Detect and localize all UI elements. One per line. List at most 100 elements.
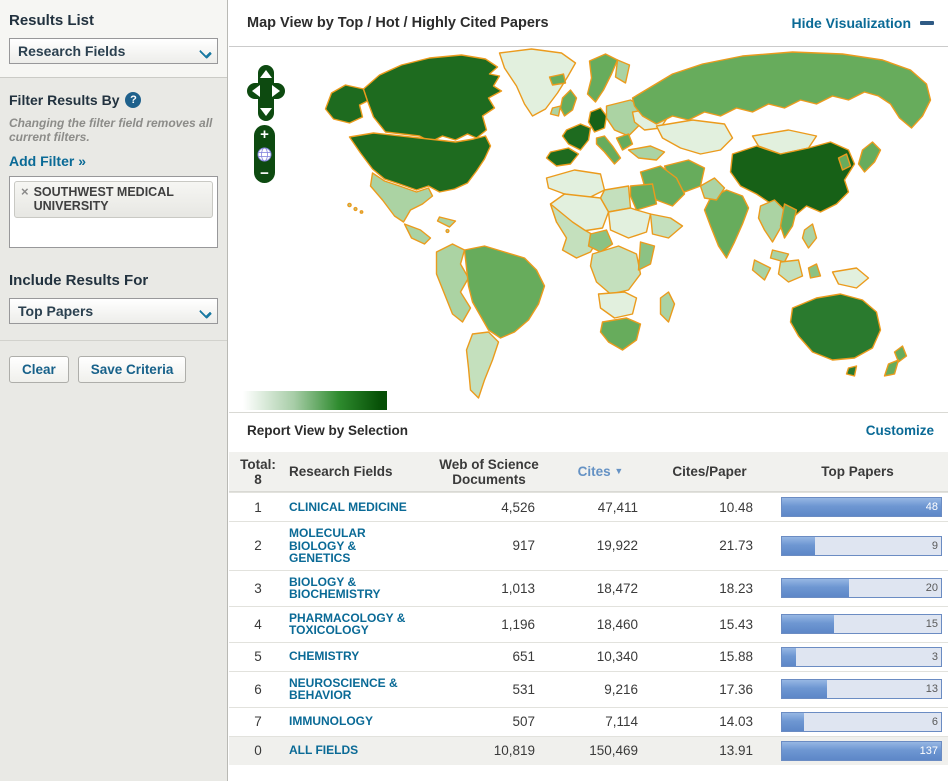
rank-cell: 7: [254, 714, 262, 729]
top-papers-value: 137: [919, 744, 938, 757]
report-table: Total: 8 Research Fields Web of Science D…: [229, 452, 948, 765]
cites-per-paper-cell: 21.73: [719, 538, 753, 554]
col-total: Total: 8: [240, 456, 276, 487]
sidebar: Results List Research Fields Filter Resu…: [0, 0, 228, 781]
sidebar-actions: Clear Save Criteria: [0, 341, 227, 398]
top-papers-bar: 15: [781, 614, 942, 634]
table-row: 7 IMMUNOLOGY 507 7,114 14.03 6: [229, 706, 948, 736]
table-row: 2 MOLECULAR BIOLOGY & GENETICS 917 19,92…: [229, 521, 948, 570]
cites-per-paper-cell: 15.43: [719, 616, 753, 632]
sort-desc-icon: ▼: [614, 466, 624, 476]
cites-per-paper-cell: 18.23: [719, 580, 753, 596]
cites-cell: 47,411: [597, 499, 638, 515]
table-header-row: Total: 8 Research Fields Web of Science D…: [229, 452, 948, 492]
include-results-section: Include Results For Top Papers: [0, 258, 227, 341]
cites-cell: 9,216: [604, 681, 638, 697]
filter-section: Filter Results By ? Changing the filter …: [0, 78, 227, 258]
cites-cell: 7,114: [605, 714, 638, 729]
map-zoom-control[interactable]: + −: [254, 125, 275, 183]
results-list-select[interactable]: Research Fields: [9, 38, 218, 64]
help-icon[interactable]: ?: [125, 92, 142, 108]
filter-tag[interactable]: × SOUTHWEST MEDICAL UNIVERSITY: [14, 181, 213, 218]
field-link[interactable]: PHARMACOLOGY & TOXICOLOGY: [289, 610, 406, 637]
top-papers-bar: 137: [781, 740, 942, 761]
docs-cell: 507: [512, 714, 535, 729]
pan-right-icon: [272, 85, 280, 97]
zoom-out-icon[interactable]: −: [260, 165, 269, 182]
clear-button[interactable]: Clear: [9, 356, 69, 383]
col-research-fields: Research Fields: [289, 464, 393, 479]
docs-cell: 10,819: [493, 743, 535, 758]
filter-box: × SOUTHWEST MEDICAL UNIVERSITY: [9, 176, 218, 248]
field-link[interactable]: NEUROSCIENCE & BEHAVIOR: [289, 675, 398, 702]
filter-heading-row: Filter Results By ?: [9, 92, 218, 108]
pan-up-icon: [260, 70, 272, 78]
include-results-selected-value: Top Papers: [18, 303, 94, 319]
field-link[interactable]: CHEMISTRY: [289, 649, 360, 664]
field-link[interactable]: IMMUNOLOGY: [289, 714, 373, 729]
top-papers-bar: 6: [781, 711, 942, 732]
main-panel: Map View by Top / Hot / Highly Cited Pap…: [229, 0, 948, 781]
rank-cell: 0: [254, 743, 262, 758]
rank-cell: 1: [254, 499, 262, 515]
choropleth-world-map[interactable]: [229, 47, 948, 412]
map-pan-control[interactable]: [247, 65, 285, 126]
top-papers-bar: 13: [781, 679, 942, 699]
cites-per-paper-cell: 15.88: [719, 649, 753, 664]
top-papers-value: 9: [931, 539, 938, 552]
table-row: 4 PHARMACOLOGY & TOXICOLOGY 1,196 18,460…: [229, 605, 948, 642]
field-link[interactable]: BIOLOGY & BIOCHEMISTRY: [289, 574, 381, 601]
add-filter-link[interactable]: Add Filter »: [9, 153, 87, 169]
top-papers-value: 13: [925, 683, 938, 695]
map-view-title: Map View by Top / Hot / Highly Cited Pap…: [247, 15, 549, 31]
remove-filter-icon[interactable]: ×: [21, 184, 29, 199]
map-header: Map View by Top / Hot / Highly Cited Pap…: [229, 0, 948, 47]
col-top-papers: Top Papers: [821, 464, 894, 479]
top-papers-bar: 3: [781, 646, 942, 667]
field-link[interactable]: CLINICAL MEDICINE: [289, 499, 407, 514]
docs-cell: 917: [512, 538, 535, 554]
cites-per-paper-cell: 13.91: [719, 743, 753, 758]
filter-tag-label: SOUTHWEST MEDICAL UNIVERSITY: [33, 185, 174, 213]
top-papers-bar: 20: [781, 578, 942, 598]
save-criteria-button[interactable]: Save Criteria: [77, 356, 187, 383]
report-title: Report View by Selection: [247, 423, 409, 438]
globe-icon[interactable]: [257, 147, 272, 162]
chevron-down-icon: [200, 307, 210, 317]
rank-cell: 4: [254, 616, 262, 632]
report-section: Report View by Selection Customize Total…: [229, 412, 948, 765]
collapse-icon[interactable]: [920, 21, 934, 25]
map-legend-gradient: [237, 391, 387, 410]
cites-cell: 19,922: [596, 538, 638, 554]
top-papers-bar: 48: [781, 497, 942, 517]
top-papers-value: 3: [931, 650, 938, 663]
cites-cell: 150,469: [589, 743, 638, 758]
pan-left-icon: [252, 85, 260, 97]
include-results-heading: Include Results For: [9, 272, 149, 289]
table-row: 1 CLINICAL MEDICINE 4,526 47,411 10.48 4…: [229, 492, 948, 521]
map-visualization: + −: [229, 47, 948, 412]
zoom-in-icon[interactable]: +: [260, 126, 269, 143]
top-papers-value: 48: [925, 501, 938, 513]
cites-per-paper-cell: 14.03: [719, 714, 753, 729]
field-link[interactable]: MOLECULAR BIOLOGY & GENETICS: [289, 526, 366, 565]
results-list-selected-value: Research Fields: [18, 43, 126, 59]
col-cites-sorted[interactable]: Cites ▼: [577, 464, 624, 479]
field-link[interactable]: ALL FIELDS: [289, 743, 359, 758]
rank-cell: 2: [254, 538, 262, 554]
chevron-down-icon: [200, 47, 210, 57]
top-papers-value: 15: [925, 618, 938, 630]
filter-note: Changing the filter field removes all cu…: [9, 116, 213, 144]
docs-cell: 531: [512, 681, 535, 697]
table-row: 3 BIOLOGY & BIOCHEMISTRY 1,013 18,472 18…: [229, 569, 948, 606]
cites-per-paper-cell: 10.48: [719, 499, 753, 515]
customize-link[interactable]: Customize: [865, 423, 934, 438]
pan-down-icon: [260, 108, 272, 116]
rank-cell: 5: [254, 649, 262, 664]
hide-visualization-link[interactable]: Hide Visualization: [791, 15, 911, 31]
include-results-select[interactable]: Top Papers: [9, 298, 218, 324]
top-papers-bar: 9: [781, 535, 942, 556]
table-row: 6 NEUROSCIENCE & BEHAVIOR 531 9,216 17.3…: [229, 670, 948, 707]
table-row: 0 ALL FIELDS 10,819 150,469 13.91 137: [229, 735, 948, 765]
top-papers-value: 6: [931, 715, 938, 728]
